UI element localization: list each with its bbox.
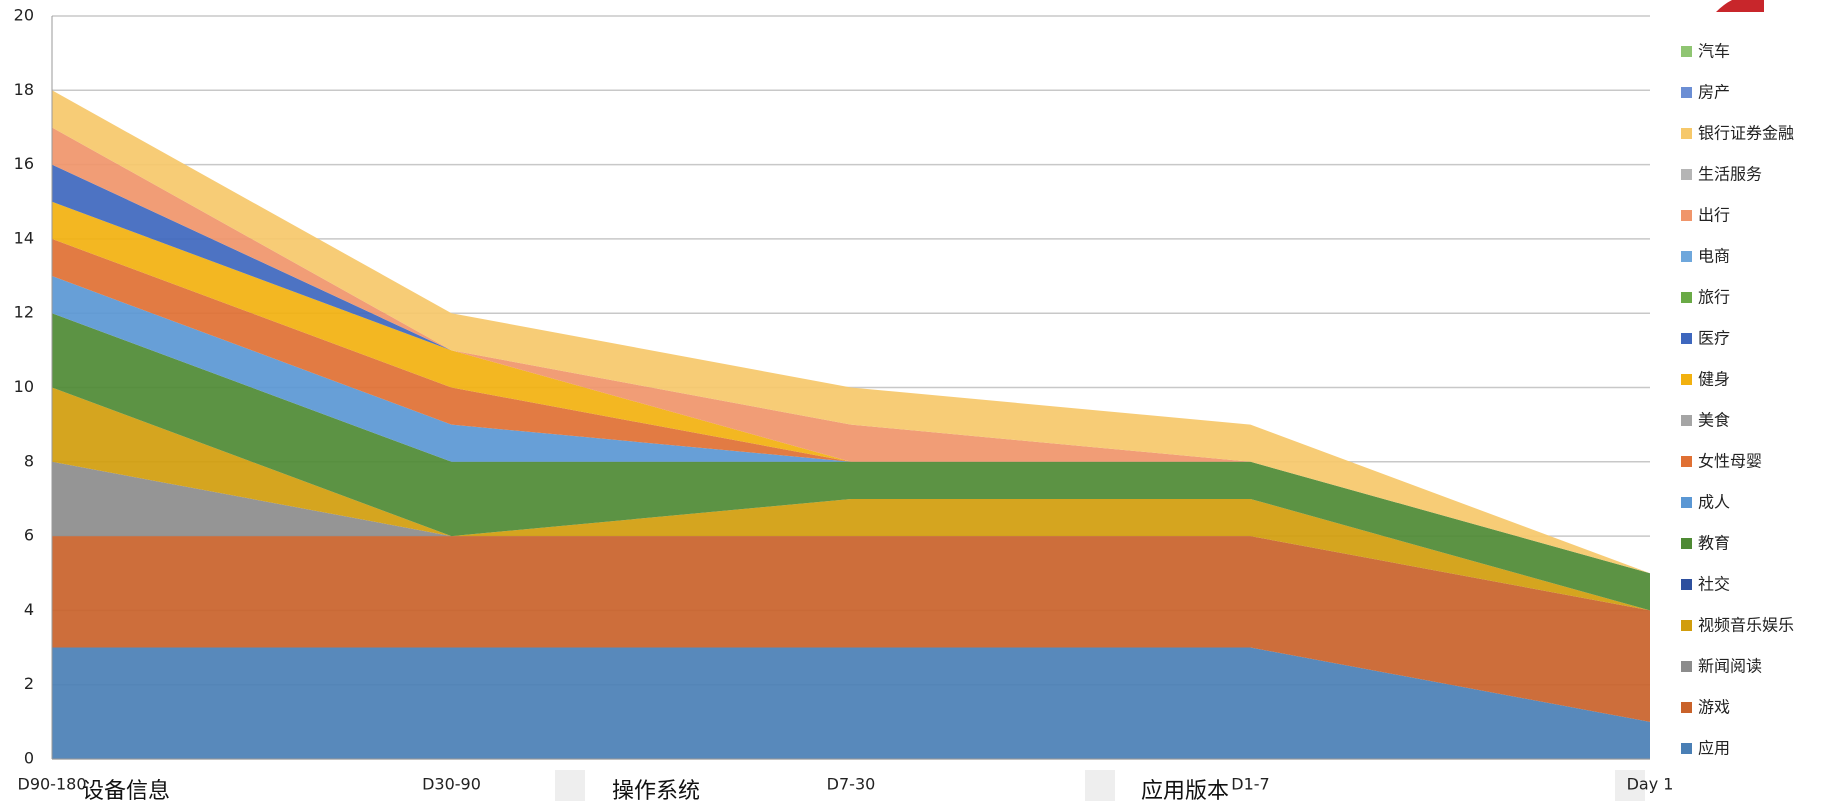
area bbox=[52, 647, 1650, 759]
x-tick-label: D1-7 bbox=[1231, 775, 1269, 794]
legend-label: 医疗 bbox=[1698, 329, 1730, 348]
y-tick-label: 0 bbox=[24, 749, 34, 768]
legend-swatch bbox=[1681, 415, 1692, 426]
tab-bg bbox=[1085, 770, 1115, 801]
legend-swatch bbox=[1681, 538, 1692, 549]
y-tick-label: 16 bbox=[14, 154, 34, 173]
legend-label: 教育 bbox=[1698, 534, 1730, 553]
y-tick-label: 20 bbox=[14, 6, 34, 25]
y-tick-label: 10 bbox=[14, 377, 34, 396]
legend-swatch bbox=[1681, 661, 1692, 672]
legend-label: 生活服务 bbox=[1698, 165, 1762, 184]
legend-swatch bbox=[1681, 128, 1692, 139]
area bbox=[52, 536, 1650, 722]
legend-label: 社交 bbox=[1698, 575, 1730, 594]
y-tick-label: 2 bbox=[24, 674, 34, 693]
area bbox=[52, 90, 1650, 574]
y-tick-label: 8 bbox=[24, 451, 34, 470]
legend-swatch bbox=[1681, 456, 1692, 467]
x-tick-label: D30-90 bbox=[422, 775, 481, 794]
y-tick-label: 4 bbox=[24, 600, 34, 619]
legend-swatch bbox=[1681, 579, 1692, 590]
legend-label: 新闻阅读 bbox=[1698, 657, 1762, 676]
y-tick-label: 18 bbox=[14, 80, 34, 99]
legend-swatch bbox=[1681, 333, 1692, 344]
y-tick-label: 12 bbox=[14, 303, 34, 322]
legend-swatch bbox=[1681, 374, 1692, 385]
area bbox=[52, 313, 1650, 611]
legend-label: 健身 bbox=[1698, 370, 1730, 389]
legend-label: 游戏 bbox=[1698, 698, 1730, 717]
legend-label: 旅行 bbox=[1698, 288, 1730, 307]
legend-swatch bbox=[1681, 87, 1692, 98]
legend-swatch bbox=[1681, 251, 1692, 262]
legend-label: 银行证券金融 bbox=[1698, 124, 1794, 143]
legend-label: 美食 bbox=[1698, 411, 1730, 430]
legend-label: 成人 bbox=[1698, 493, 1730, 512]
legend-label: 应用 bbox=[1698, 739, 1730, 758]
area bbox=[52, 276, 1650, 574]
avatar bbox=[1716, 0, 1764, 12]
x-tick-label: D7-30 bbox=[827, 775, 876, 794]
x-tick-label: D90-180 bbox=[18, 775, 87, 794]
tab[interactable]: 设备信息 bbox=[82, 779, 170, 804]
tab[interactable]: 应用版本 bbox=[1141, 779, 1229, 804]
tab-bg bbox=[1615, 770, 1645, 801]
legend-label: 女性母婴 bbox=[1698, 452, 1762, 471]
y-tick-label: 14 bbox=[14, 228, 34, 247]
legend-swatch bbox=[1681, 497, 1692, 508]
legend-label: 视频音乐娱乐 bbox=[1698, 616, 1794, 635]
tab[interactable]: 操作系统 bbox=[612, 779, 700, 804]
area bbox=[52, 461, 1650, 611]
legend-swatch bbox=[1681, 743, 1692, 754]
legend-label: 汽车 bbox=[1698, 42, 1730, 61]
y-tick-label: 6 bbox=[24, 526, 34, 545]
tab-bg bbox=[555, 770, 585, 801]
legend-swatch bbox=[1681, 620, 1692, 631]
legend-label: 房产 bbox=[1698, 83, 1730, 102]
legend-label: 出行 bbox=[1698, 206, 1730, 225]
legend-label: 电商 bbox=[1698, 247, 1730, 266]
legend-swatch bbox=[1681, 46, 1692, 57]
legend-swatch bbox=[1681, 210, 1692, 221]
legend-swatch bbox=[1681, 702, 1692, 713]
x-tick-label: Day 1 bbox=[1627, 775, 1674, 794]
legend-swatch bbox=[1681, 169, 1692, 180]
legend-swatch bbox=[1681, 292, 1692, 303]
